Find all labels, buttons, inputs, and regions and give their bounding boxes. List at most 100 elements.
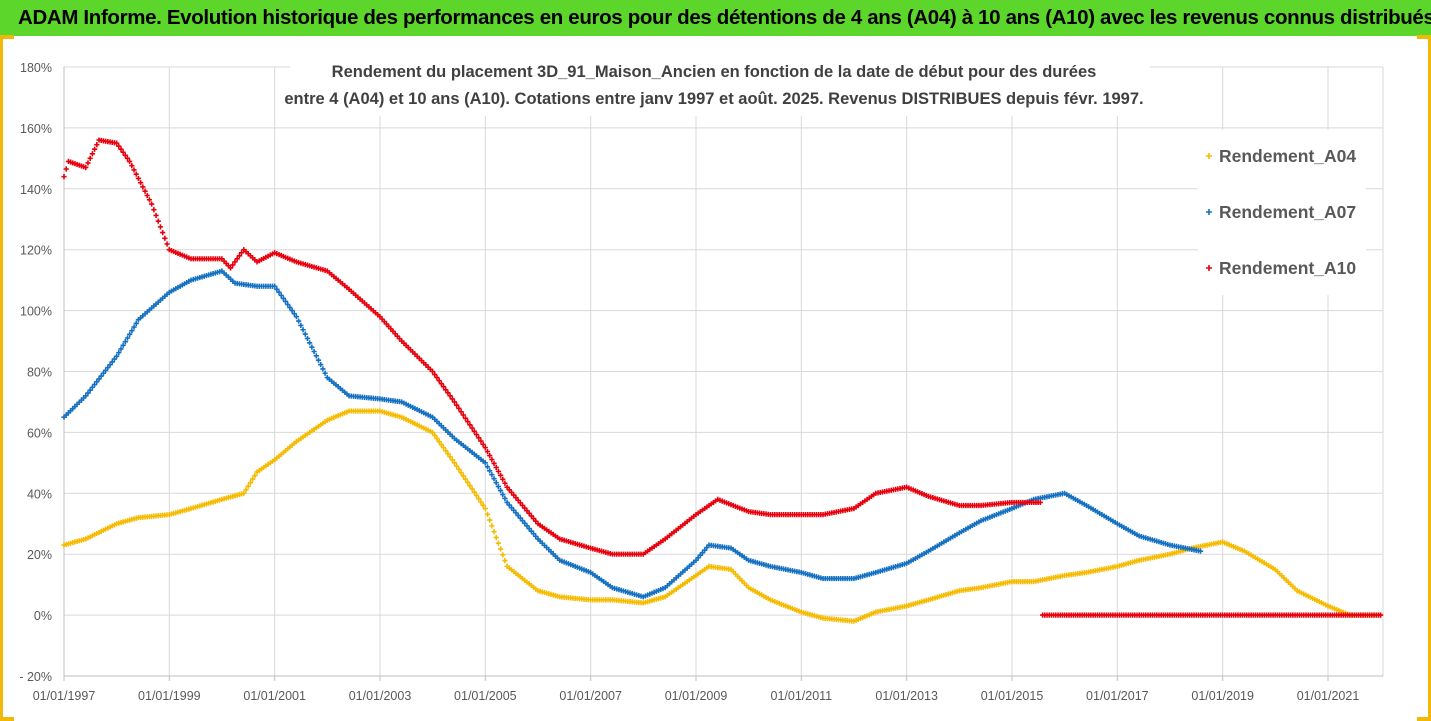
data-point <box>482 445 488 451</box>
x-tick-label: 01/01/2003 <box>349 689 412 703</box>
data-point <box>85 160 91 166</box>
data-point <box>482 505 488 512</box>
data-point <box>513 495 519 501</box>
data-point <box>162 235 168 241</box>
data-point <box>511 507 517 513</box>
data-point <box>460 412 466 418</box>
data-point <box>227 265 234 271</box>
data-point <box>487 517 493 523</box>
data-point <box>250 476 256 482</box>
data-point <box>429 368 436 375</box>
data-point <box>522 505 528 511</box>
data-point <box>436 378 442 384</box>
data-point <box>511 492 517 498</box>
data-point <box>285 301 291 308</box>
legend-label-Rendement_A07: Rendement_A07 <box>1219 202 1356 222</box>
data-point <box>502 480 508 486</box>
data-point <box>116 143 122 149</box>
data-point <box>151 207 157 213</box>
title-backdrop <box>290 52 1150 116</box>
data-point <box>434 435 440 442</box>
x-tick-label: 01/01/2021 <box>1297 689 1360 703</box>
data-point <box>440 445 447 451</box>
data-point <box>522 520 528 526</box>
banner: ADAM Informe. Evolution historique des p… <box>0 0 1431 36</box>
data-point <box>497 472 504 478</box>
data-point <box>282 298 289 305</box>
data-point <box>506 487 512 493</box>
data-point <box>114 353 120 359</box>
data-point <box>478 438 484 444</box>
data-point <box>506 502 512 508</box>
data-point <box>274 286 280 292</box>
data-point <box>92 146 98 152</box>
data-point <box>296 318 302 324</box>
chart-title: Rendement du placement 3D_91_Maison_Anci… <box>332 63 1097 81</box>
data-point <box>504 484 510 490</box>
data-point <box>513 510 519 516</box>
data-point <box>438 441 444 448</box>
data-point <box>515 497 521 503</box>
x-tick-label: 01/01/2001 <box>243 689 306 703</box>
data-point <box>100 370 107 376</box>
data-point <box>432 432 438 439</box>
data-point <box>313 353 319 359</box>
data-point <box>109 359 115 365</box>
data-point <box>278 292 284 298</box>
data-point <box>480 441 486 447</box>
data-point <box>497 546 504 552</box>
y-tick-label: 60% <box>27 426 52 440</box>
data-point <box>456 405 462 412</box>
data-point <box>462 476 469 482</box>
data-point <box>476 435 482 441</box>
data-point <box>232 259 238 265</box>
chart-title-block: Rendement du placement 3D_91_Maison_Anci… <box>284 52 1150 116</box>
data-point <box>519 518 526 524</box>
data-point <box>322 370 328 376</box>
legend-marker-Rendement_A04 <box>1206 153 1212 159</box>
data-point <box>89 384 95 390</box>
data-point <box>524 508 530 514</box>
data-point <box>320 366 326 372</box>
data-point <box>508 505 515 511</box>
data-point <box>157 224 164 230</box>
data-point <box>280 295 286 302</box>
grid <box>63 66 1384 677</box>
data-point <box>276 289 282 295</box>
data-point <box>122 339 128 345</box>
data-point <box>230 262 236 268</box>
y-tick-label: 160% <box>20 122 52 136</box>
data-point <box>98 373 104 379</box>
frame-corner-br <box>1417 717 1431 721</box>
data-point <box>124 335 131 341</box>
data-point <box>1037 499 1043 506</box>
data-point <box>114 140 120 146</box>
legend: Rendement_A04 Rendement_A07 Rendement_A10 <box>1198 130 1366 295</box>
data-point <box>245 483 251 489</box>
chart-subtitle: entre 4 (A04) et 10 ans (A10). Cotations… <box>284 90 1143 108</box>
data-point <box>241 490 247 496</box>
data-point <box>471 489 477 495</box>
data-point <box>471 428 477 434</box>
chart-frame <box>0 35 1431 721</box>
x-tick-label: 01/01/1997 <box>33 689 96 703</box>
data-point <box>487 468 493 474</box>
data-point <box>247 480 254 486</box>
data-point <box>129 163 135 169</box>
data-point <box>129 328 135 334</box>
y-tick-label: 180% <box>20 61 52 75</box>
legend-label-Rendement_A04: Rendement_A04 <box>1219 146 1356 166</box>
data-point <box>309 344 315 350</box>
data-point <box>155 218 161 224</box>
data-point <box>293 314 300 320</box>
x-tick-label: 01/01/2019 <box>1191 689 1254 703</box>
series-Rendement_A10 <box>61 137 1384 618</box>
data-point <box>517 515 523 521</box>
data-point <box>458 470 464 476</box>
legend-label-Rendement_A10: Rendement_A10 <box>1219 258 1356 278</box>
data-point <box>451 460 458 466</box>
data-point <box>500 476 506 482</box>
data-point <box>252 472 258 479</box>
data-point <box>500 552 506 558</box>
data-point <box>131 324 137 330</box>
